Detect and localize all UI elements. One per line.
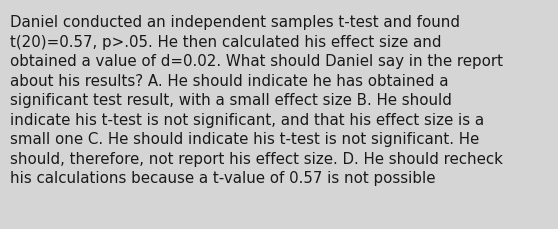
Text: Daniel conducted an independent samples t-test and found
t(20)=0.57, p>.05. He t: Daniel conducted an independent samples …: [10, 15, 503, 186]
